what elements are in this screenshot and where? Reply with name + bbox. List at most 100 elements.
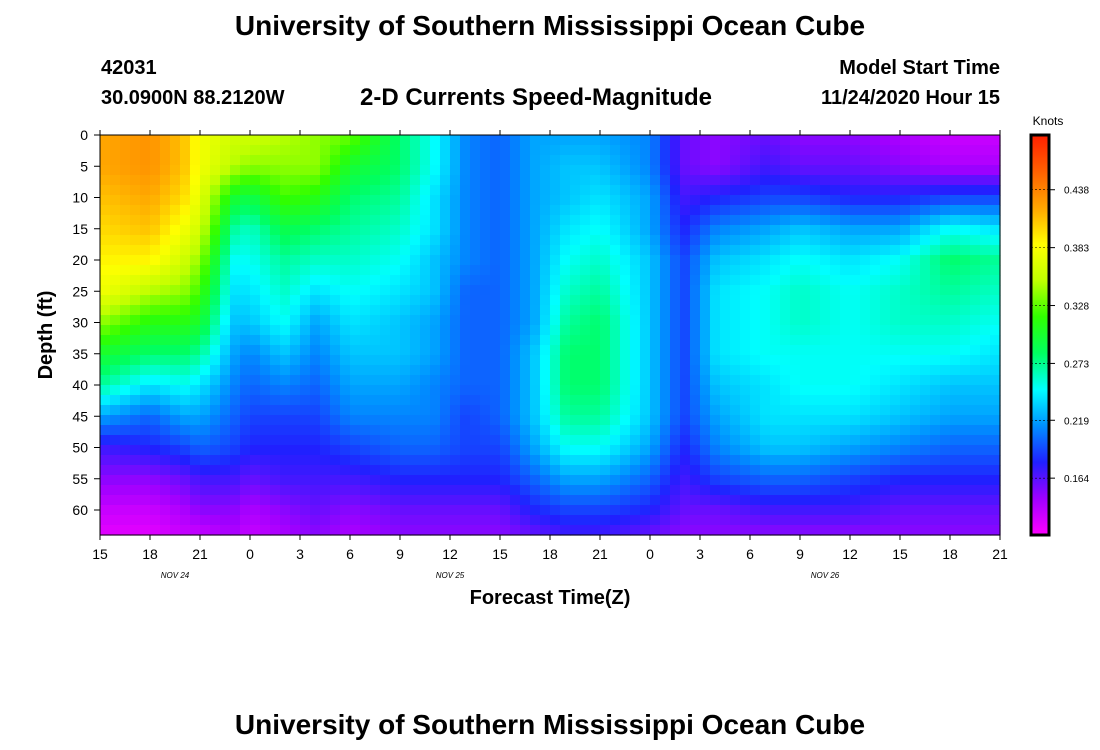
heatmap-cell xyxy=(730,415,741,426)
heatmap-cell xyxy=(740,455,751,466)
heatmap-cell xyxy=(650,525,661,536)
heatmap-cell xyxy=(620,245,631,256)
heatmap-cell xyxy=(460,185,471,196)
heatmap-cell xyxy=(250,425,261,436)
heatmap-cell xyxy=(460,155,471,166)
heatmap-cell xyxy=(920,365,931,376)
heatmap-cell xyxy=(890,485,901,496)
heatmap-cell xyxy=(810,185,821,196)
heatmap-cell xyxy=(790,235,801,246)
heatmap-cell xyxy=(620,195,631,206)
heatmap-cell xyxy=(990,145,1001,156)
heatmap-cell xyxy=(250,165,261,176)
heatmap-cell xyxy=(180,295,191,306)
heatmap-cell xyxy=(660,395,671,406)
heatmap-cell xyxy=(180,155,191,166)
heatmap-cell xyxy=(460,165,471,176)
heatmap-cell xyxy=(210,335,221,346)
heatmap-cell xyxy=(510,325,521,336)
heatmap-cell xyxy=(860,385,871,396)
heatmap-cell xyxy=(790,275,801,286)
heatmap-cell xyxy=(900,135,911,146)
heatmap-cell xyxy=(320,485,331,496)
heatmap-cell xyxy=(530,135,541,146)
heatmap-cell xyxy=(470,445,481,456)
heatmap-cell xyxy=(300,215,311,226)
heatmap-cell xyxy=(390,415,401,426)
heatmap-cell xyxy=(360,145,371,156)
heatmap-cell xyxy=(190,215,201,226)
heatmap-cell xyxy=(810,135,821,146)
heatmap-cell xyxy=(410,255,421,266)
heatmap-cell xyxy=(290,495,301,506)
heatmap-cell xyxy=(380,185,391,196)
heatmap-cell xyxy=(800,445,811,456)
heatmap-cell xyxy=(200,465,211,476)
heatmap-cell xyxy=(380,175,391,186)
heatmap-cell xyxy=(640,275,651,286)
heatmap-cell xyxy=(430,385,441,396)
heatmap-cell xyxy=(580,185,591,196)
heatmap-cell xyxy=(220,285,231,296)
heatmap-cell xyxy=(540,285,551,296)
heatmap-cell xyxy=(390,445,401,456)
heatmap-cell xyxy=(530,485,541,496)
heatmap-cell xyxy=(750,155,761,166)
heatmap-cell xyxy=(850,445,861,456)
heatmap-cell xyxy=(310,215,321,226)
heatmap-cell xyxy=(430,285,441,296)
heatmap-cell xyxy=(600,415,611,426)
heatmap-cell xyxy=(400,425,411,436)
heatmap-cell xyxy=(680,355,691,366)
heatmap-cell xyxy=(590,365,601,376)
heatmap-cell xyxy=(200,455,211,466)
heatmap-cell xyxy=(390,235,401,246)
heatmap-cell xyxy=(250,485,261,496)
heatmap-cell xyxy=(180,445,191,456)
heatmap-cell xyxy=(950,215,961,226)
heatmap-cell xyxy=(330,175,341,186)
heatmap-cell xyxy=(830,515,841,526)
heatmap-cell xyxy=(810,355,821,366)
heatmap-cell xyxy=(520,275,531,286)
heatmap-cell xyxy=(120,285,131,296)
x-tick-label: 21 xyxy=(592,546,608,562)
heatmap-cell xyxy=(340,445,351,456)
heatmap-cell xyxy=(310,335,321,346)
heatmap-cell xyxy=(870,445,881,456)
heatmap-cell xyxy=(320,375,331,386)
heatmap-cell xyxy=(820,225,831,236)
heatmap-cell xyxy=(990,265,1001,276)
heatmap-cell xyxy=(520,315,531,326)
heatmap-cell xyxy=(490,405,501,416)
heatmap-cell xyxy=(880,225,891,236)
heatmap-cell xyxy=(530,445,541,456)
heatmap-cell xyxy=(310,515,321,526)
heatmap-cell xyxy=(850,435,861,446)
heatmap-cell xyxy=(590,185,601,196)
heatmap-cell xyxy=(810,415,821,426)
heatmap-cell xyxy=(640,175,651,186)
heatmap-cell xyxy=(310,485,321,496)
heatmap-cell xyxy=(940,435,951,446)
heatmap-cell xyxy=(370,185,381,196)
heatmap-cell xyxy=(630,135,641,146)
heatmap-cell xyxy=(410,195,421,206)
heatmap-cell xyxy=(590,455,601,466)
heatmap-cell xyxy=(690,355,701,366)
heatmap-cell xyxy=(690,225,701,236)
heatmap-cell xyxy=(540,455,551,466)
heatmap-cell xyxy=(330,235,341,246)
heatmap-cell xyxy=(580,215,591,226)
heatmap-cell xyxy=(250,275,261,286)
heatmap-cell xyxy=(760,175,771,186)
heatmap-cell xyxy=(100,485,111,496)
heatmap-cell xyxy=(400,395,411,406)
heatmap-cell xyxy=(830,395,841,406)
heatmap-cell xyxy=(360,515,371,526)
heatmap-cell xyxy=(840,185,851,196)
heatmap-cell xyxy=(170,295,181,306)
y-tick-label: 50 xyxy=(72,440,88,456)
heatmap-cell xyxy=(660,205,671,216)
heatmap-cell xyxy=(600,215,611,226)
